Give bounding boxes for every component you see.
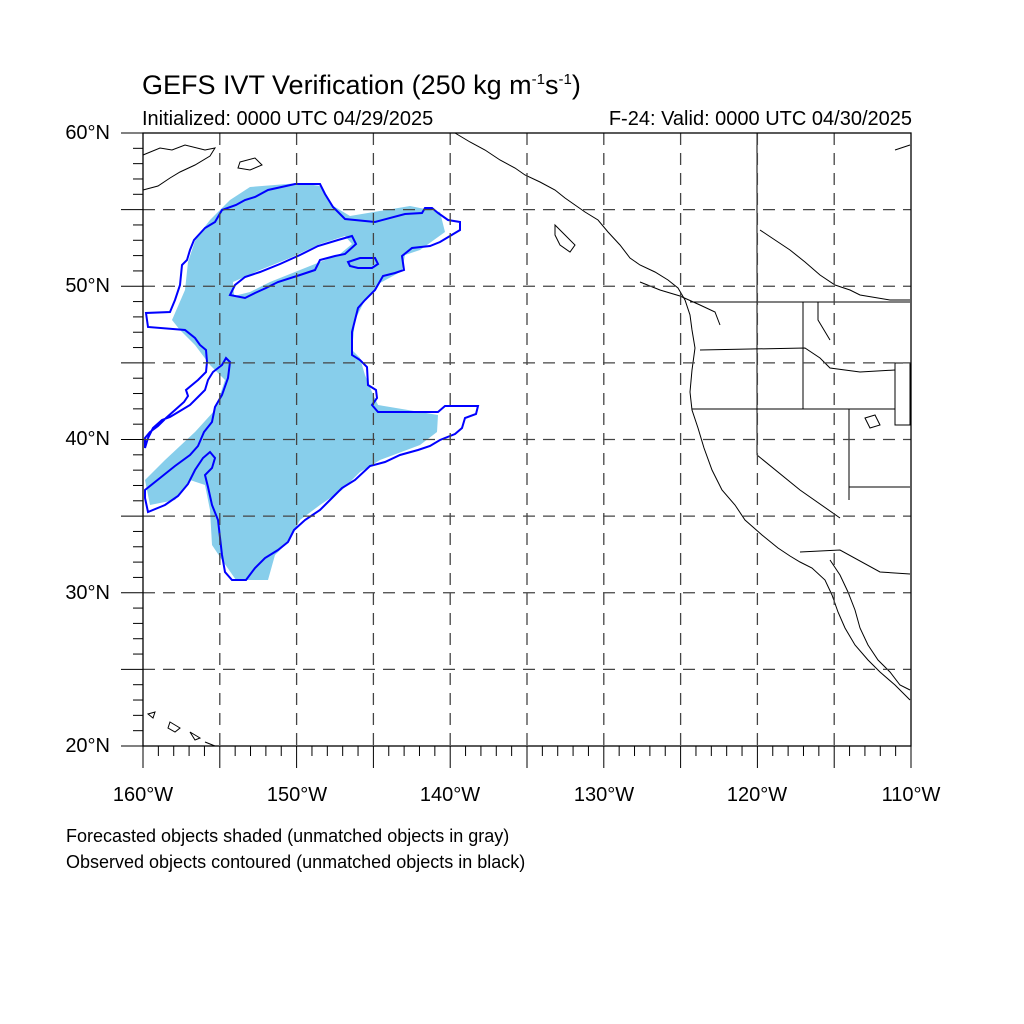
lat-label-60: 60°N [65, 122, 110, 144]
lon-label-130: 130°W [573, 784, 635, 806]
initialized-time: Initialized: 0000 UTC 04/29/2025 [142, 108, 434, 130]
forecast-note: Forecasted objects shaded (unmatched obj… [66, 826, 510, 846]
lat-label-40: 40°N [65, 428, 110, 450]
valid-time: F-24: Valid: 0000 UTC 04/30/2025 [608, 108, 912, 130]
graticule [143, 133, 911, 746]
lon-label-160: 160°W [112, 784, 174, 806]
observed-note: Observed objects contoured (unmatched ob… [66, 852, 526, 872]
lat-label-20: 20°N [65, 735, 110, 757]
map-title: GEFS IVT Verification (250 kg m-1s-1) [142, 70, 581, 100]
coastlines [142, 132, 911, 747]
observed-contour-main [144, 183, 480, 581]
forecast-hole [233, 236, 352, 296]
lon-label-140: 140°W [419, 784, 481, 806]
lat-label-50: 50°N [65, 275, 110, 297]
state-borders [690, 133, 911, 575]
lon-label-110: 110°W [881, 784, 941, 806]
forecast-object [145, 183, 445, 580]
lon-label-150: 150°W [266, 784, 328, 806]
observed-contour-inner [228, 234, 358, 300]
axis-ticks [121, 132, 912, 768]
observed-contour-inner2 [346, 257, 380, 269]
lat-label-30: 30°N [65, 582, 110, 604]
lon-label-120: 120°W [726, 784, 788, 806]
